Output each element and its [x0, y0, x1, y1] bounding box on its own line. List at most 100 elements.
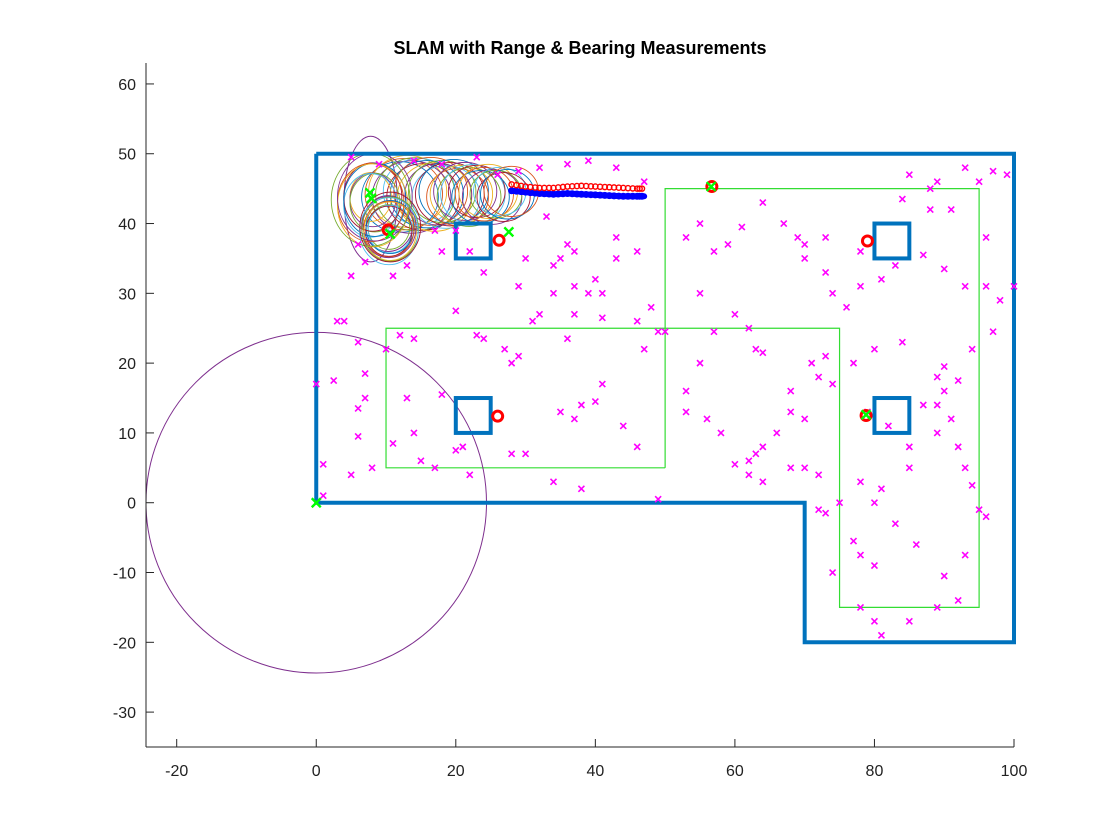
feature-point — [954, 377, 962, 385]
feature-point — [598, 380, 606, 388]
feature-point — [452, 307, 460, 315]
feature-point — [389, 439, 397, 447]
feature-point — [508, 450, 516, 458]
feature-point — [829, 380, 837, 388]
landmark-truth — [310, 181, 872, 509]
x-tick-label: 100 — [1001, 763, 1028, 780]
feature-point — [319, 492, 327, 500]
feature-point — [633, 247, 641, 256]
estimated-path-point — [629, 185, 637, 192]
feature-point — [361, 258, 369, 266]
feature-point — [905, 443, 913, 451]
feature-point — [466, 471, 474, 479]
feature-point — [549, 261, 558, 269]
pillar — [453, 221, 493, 261]
feature-point — [849, 537, 858, 545]
feature-point — [877, 485, 885, 493]
feature-point — [333, 317, 341, 325]
feature-point — [731, 310, 739, 318]
landmark-truth-marker — [705, 181, 717, 192]
feature-point — [584, 157, 592, 165]
y-tick-label: 40 — [118, 217, 136, 234]
feature-point — [787, 464, 795, 472]
feature-point — [849, 359, 858, 367]
feature-point — [682, 408, 690, 416]
feature-point — [954, 443, 962, 451]
y-tick-label: 60 — [118, 77, 136, 94]
feature-point — [570, 282, 578, 290]
feature-point — [815, 506, 823, 514]
landmark-estimate — [705, 180, 719, 194]
feature-point — [535, 164, 544, 172]
feature-point — [563, 335, 572, 343]
feature-point — [438, 160, 446, 168]
feature-point — [905, 171, 913, 179]
pillar — [453, 396, 493, 435]
feature-point — [731, 460, 739, 468]
covariance-ellipse — [343, 162, 407, 237]
feature-point — [1010, 282, 1018, 290]
landmark-estimate — [860, 234, 874, 248]
feature-point — [961, 282, 969, 290]
estimated-path-point — [638, 185, 646, 192]
feature-point — [982, 513, 990, 521]
feature-point — [633, 443, 641, 451]
feature-point — [410, 429, 418, 437]
estimated-path-point — [531, 184, 539, 191]
feature-point — [870, 499, 879, 507]
feature-point — [933, 373, 941, 381]
feature-point — [410, 157, 418, 165]
feature-point — [354, 432, 362, 440]
estimated-path-point — [636, 185, 643, 192]
feature-point — [563, 240, 572, 249]
feature-point — [584, 289, 592, 297]
feature-point — [745, 324, 753, 332]
feature-point — [549, 289, 558, 297]
feature-point — [354, 338, 362, 346]
feature-point — [431, 226, 439, 235]
feature-point — [947, 415, 955, 423]
feature-point — [884, 422, 892, 430]
feature-point — [710, 328, 718, 336]
feature-points — [312, 153, 1018, 639]
covariance-ellipse — [418, 159, 489, 224]
feature-point — [968, 481, 976, 489]
feature-point — [975, 178, 983, 186]
covariance-ellipse — [359, 191, 422, 263]
waypoint-routes — [385, 188, 980, 609]
feature-point — [912, 541, 920, 549]
covariance-ellipse — [404, 163, 473, 226]
feature-point — [856, 282, 865, 290]
y-tick-label: 10 — [118, 426, 136, 443]
feature-point — [452, 226, 460, 235]
feature-point — [870, 561, 879, 570]
feature-point — [996, 296, 1004, 304]
feature-point — [801, 415, 809, 423]
feature-point — [787, 408, 795, 416]
feature-point — [815, 471, 823, 479]
feature-point — [926, 185, 934, 193]
covariance-ellipse — [433, 161, 498, 221]
feature-point — [961, 551, 969, 559]
estimated-path-point — [545, 184, 553, 192]
feature-point — [940, 363, 948, 371]
feature-point — [745, 471, 753, 479]
estimated-path-point — [601, 183, 609, 191]
feature-point — [473, 153, 481, 161]
landmark-truth-marker — [310, 497, 322, 509]
feature-point — [522, 254, 530, 262]
feature-point — [598, 289, 606, 297]
feature-point — [591, 397, 599, 406]
feature-point — [619, 422, 627, 430]
feature-point — [752, 450, 760, 458]
feature-point — [905, 617, 913, 625]
feature-point — [696, 289, 704, 297]
feature-point — [891, 261, 899, 269]
feature-point — [466, 247, 474, 256]
covariance-ellipse — [365, 205, 413, 257]
feature-point — [975, 506, 983, 514]
feature-point — [898, 195, 906, 203]
feature-point — [682, 387, 690, 395]
x-tick-label: 60 — [726, 763, 744, 780]
feature-point — [940, 265, 948, 273]
